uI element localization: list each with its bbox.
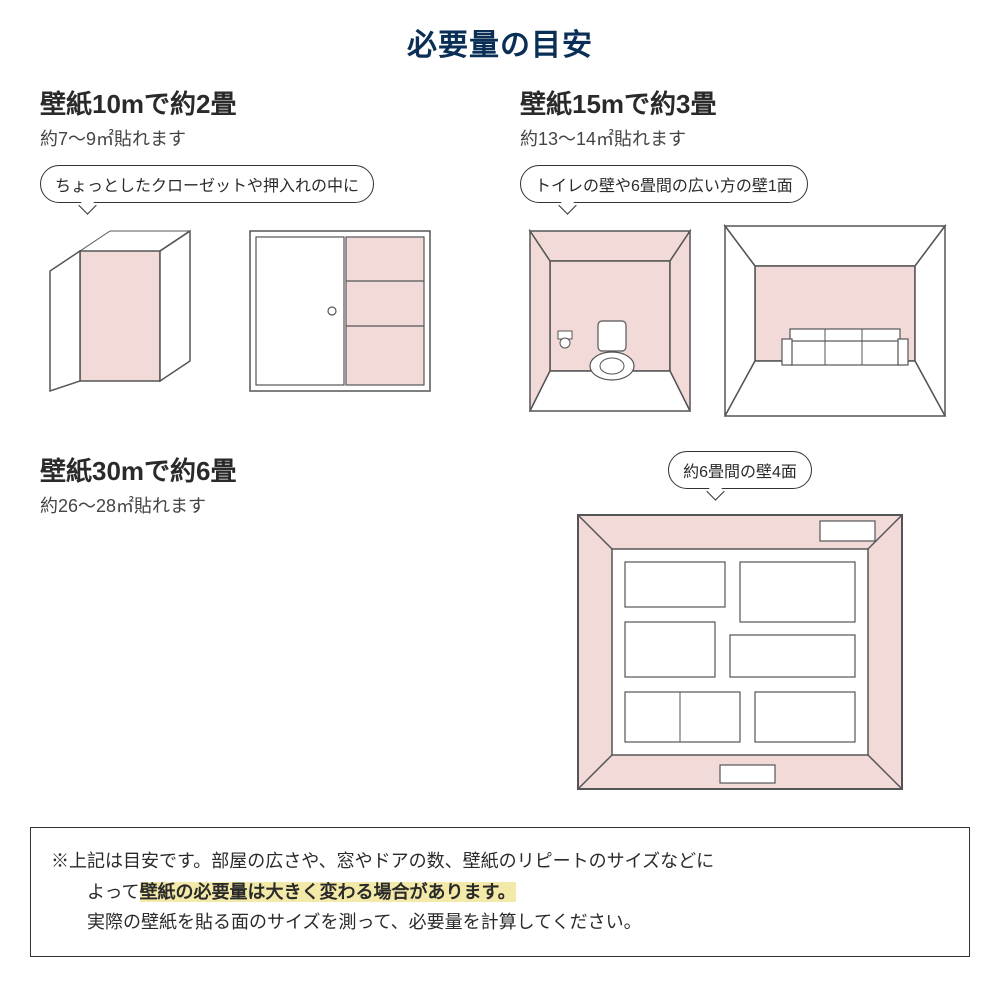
footnote-line1: ※上記は目安です。部屋の広さや、窓やドアの数、壁紙のリピートのサイズなどに bbox=[51, 846, 949, 877]
page-title: 必要量の目安 bbox=[0, 0, 1000, 64]
sections-grid: 壁紙10mで約2畳 約7～9㎡貼れます ちょっとしたクローゼットや押入れの中に bbox=[0, 64, 1000, 807]
illustration-row bbox=[40, 221, 480, 401]
footnote-box: ※上記は目安です。部屋の広さや、窓やドアの数、壁紙のリピートのサイズなどに よっ… bbox=[30, 827, 970, 957]
cabinet-illustration bbox=[240, 221, 440, 401]
illustration-row bbox=[520, 221, 960, 421]
closet-illustration bbox=[40, 221, 220, 401]
section-10m: 壁紙10mで約2畳 約7～9㎡貼れます ちょっとしたクローゼットや押入れの中に bbox=[40, 84, 480, 421]
section-sub: 約13～14㎡貼れます bbox=[520, 125, 960, 151]
footnote-line2-prefix: よって bbox=[51, 882, 140, 902]
section-15m: 壁紙15mで約3畳 約13～14㎡貼れます トイレの壁や6畳間の広い方の壁1面 bbox=[520, 84, 960, 421]
room-fourwalls-illustration bbox=[570, 507, 910, 797]
section-30m: 壁紙30mで約6畳 約26～28㎡貼れます bbox=[40, 451, 480, 797]
footnote-line2: よって壁紙の必要量は大きく変わる場合があります。 bbox=[51, 877, 949, 908]
section-sub: 約26～28㎡貼れます bbox=[40, 492, 480, 518]
section-heading: 壁紙15mで約3畳 bbox=[520, 84, 960, 121]
footnote-highlight: 壁紙の必要量は大きく変わる場合があります。 bbox=[140, 882, 516, 902]
caption-bubble: ちょっとしたクローゼットや押入れの中に bbox=[40, 165, 374, 203]
footnote-line3: 実際の壁紙を貼る面のサイズを測って、必要量を計算してください。 bbox=[51, 907, 949, 938]
section-heading: 壁紙30mで約6畳 bbox=[40, 451, 480, 488]
section-30m-illus: 約6畳間の壁4面 bbox=[520, 451, 960, 797]
section-sub: 約7～9㎡貼れます bbox=[40, 125, 480, 151]
caption-bubble: トイレの壁や6畳間の広い方の壁1面 bbox=[520, 165, 808, 203]
room-onewall-illustration bbox=[720, 221, 950, 421]
toilet-room-illustration bbox=[520, 221, 700, 421]
section-heading: 壁紙10mで約2畳 bbox=[40, 84, 480, 121]
caption-bubble: 約6畳間の壁4面 bbox=[668, 451, 812, 489]
